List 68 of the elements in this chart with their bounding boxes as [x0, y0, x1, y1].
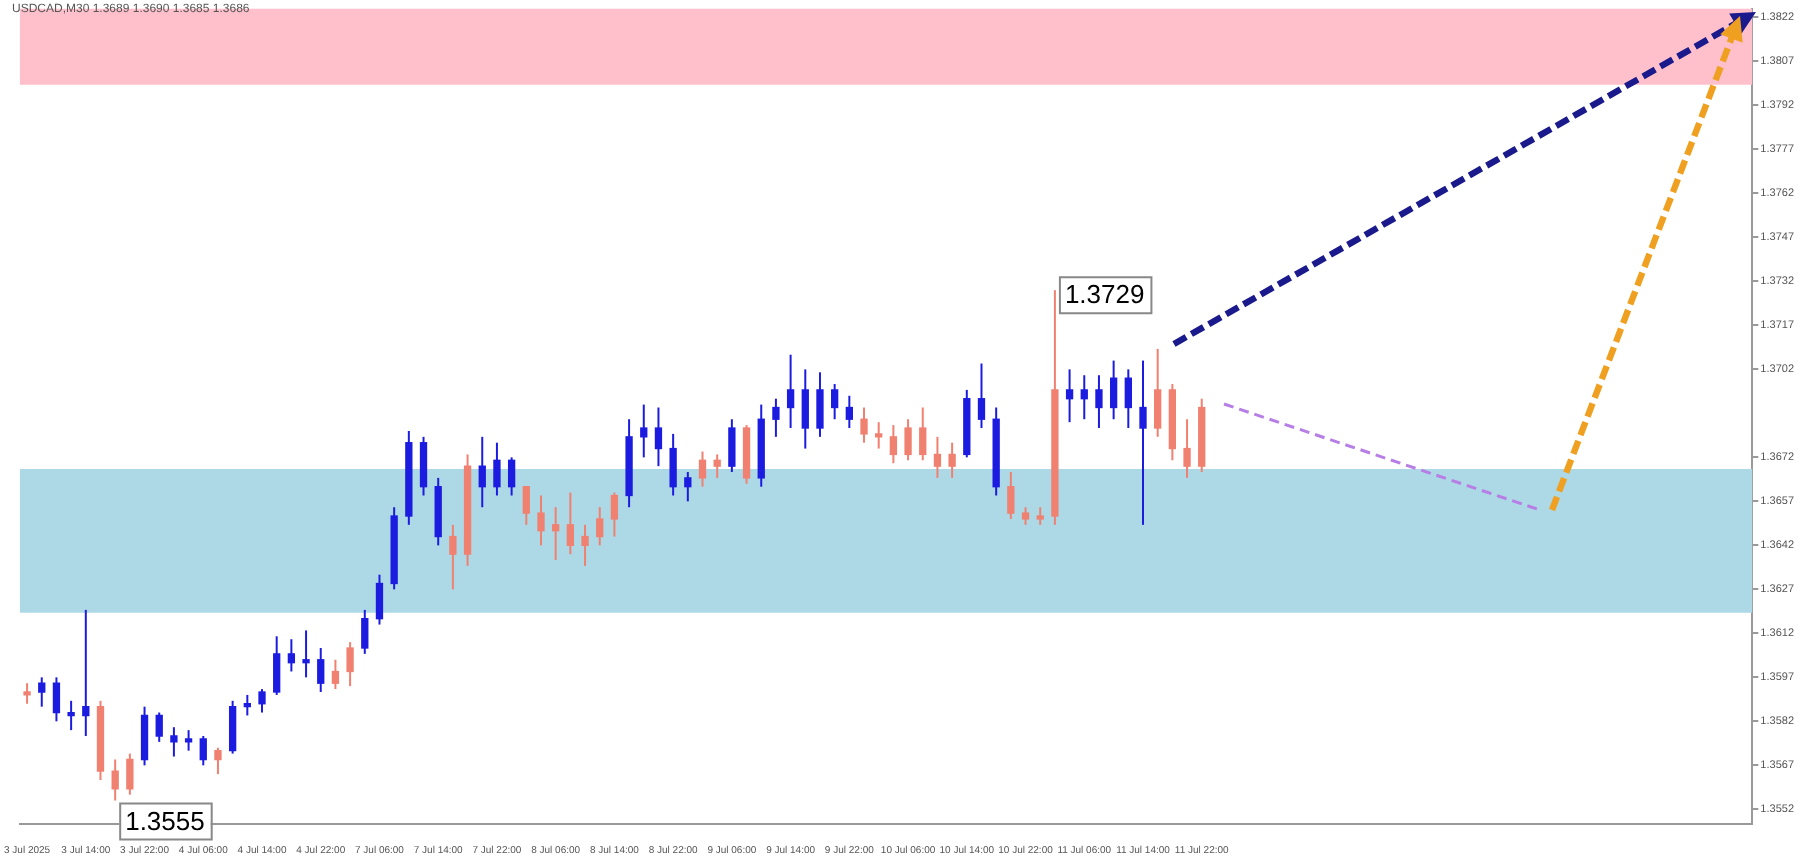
candlestick — [449, 523, 457, 591]
candlestick — [1007, 471, 1015, 520]
candlestick — [581, 523, 589, 567]
annotation: 1.3555 — [125, 805, 205, 836]
candlestick — [1124, 368, 1132, 430]
candlestick — [126, 752, 134, 796]
candlestick — [1154, 347, 1162, 438]
candlestick — [170, 726, 178, 758]
candlestick — [23, 682, 31, 705]
candlestick — [596, 506, 604, 547]
candlestick — [919, 406, 927, 462]
candlestick — [375, 573, 384, 626]
candlestick — [331, 658, 340, 691]
candlestick — [243, 693, 251, 717]
candlestick — [801, 368, 809, 450]
candlestick — [654, 406, 663, 468]
candlestick — [361, 608, 369, 655]
candlestick — [875, 421, 883, 450]
candlestick — [82, 608, 90, 738]
candlestick — [214, 746, 222, 776]
candlestick — [346, 641, 354, 688]
candlestick — [610, 491, 619, 538]
candlestick — [419, 435, 428, 497]
candlestick — [1095, 374, 1103, 430]
candlestick — [507, 456, 516, 497]
candlestick — [199, 735, 207, 767]
candlestick — [933, 435, 942, 479]
candlestick — [977, 362, 986, 430]
candlestick — [698, 450, 707, 488]
candlestick — [684, 471, 692, 503]
candlestick — [786, 353, 795, 430]
candlestick — [772, 397, 780, 438]
candlestick — [1109, 359, 1118, 421]
candlestick — [713, 453, 721, 479]
candlestick — [904, 418, 912, 462]
candlestick — [860, 406, 868, 444]
candlestick — [67, 699, 75, 732]
candlestick — [1183, 418, 1191, 479]
annotation: 1.3729 — [1064, 279, 1145, 310]
candlestick — [566, 491, 575, 556]
candlestick — [552, 506, 560, 562]
candlestick — [111, 758, 119, 802]
candlestick — [184, 729, 193, 752]
candlestick — [493, 441, 501, 497]
candlestick — [287, 638, 296, 673]
candlestick — [640, 403, 648, 459]
candlestick — [537, 494, 545, 547]
candlestick — [816, 371, 824, 438]
candlestick — [317, 647, 325, 694]
candlestick — [889, 424, 898, 465]
candlestick — [728, 418, 736, 474]
candlestick — [140, 705, 149, 767]
candlestick — [1080, 374, 1088, 421]
candlestick — [228, 699, 237, 755]
candlestick — [258, 688, 266, 714]
candlestick — [845, 394, 853, 430]
candlestick — [302, 629, 310, 679]
candlestick — [38, 676, 46, 708]
candlestick — [669, 432, 677, 497]
candlestick — [52, 676, 61, 723]
candlestick — [1139, 359, 1147, 526]
candlestick — [948, 441, 956, 479]
candlestick — [273, 635, 281, 696]
candlestick — [1065, 368, 1074, 424]
candlestick — [830, 383, 839, 421]
candlestick — [522, 485, 530, 526]
candlestick — [478, 435, 486, 509]
candlestick — [155, 711, 163, 743]
